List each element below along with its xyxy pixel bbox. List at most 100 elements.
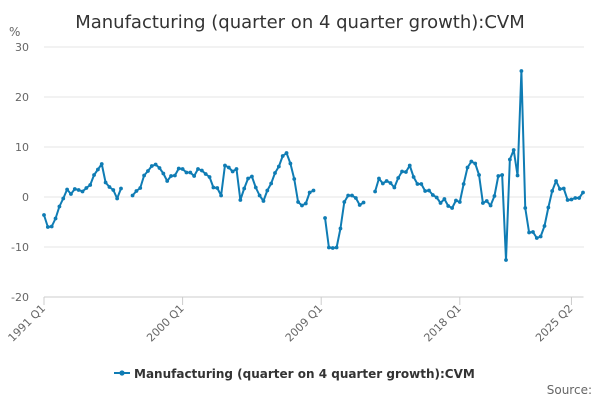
data-point[interactable]: [496, 174, 501, 178]
data-point[interactable]: [481, 201, 485, 205]
data-point[interactable]: [446, 204, 451, 208]
data-point[interactable]: [253, 185, 258, 190]
data-point[interactable]: [84, 186, 89, 190]
data-point[interactable]: [169, 174, 173, 178]
data-point[interactable]: [450, 206, 454, 210]
data-point[interactable]: [269, 181, 274, 186]
data-point[interactable]: [392, 185, 397, 190]
data-point[interactable]: [573, 196, 578, 200]
data-point[interactable]: [380, 181, 385, 186]
data-point[interactable]: [488, 203, 493, 208]
data-point[interactable]: [149, 164, 154, 168]
data-point[interactable]: [115, 196, 120, 201]
data-point[interactable]: [542, 224, 547, 228]
data-point[interactable]: [396, 176, 401, 180]
data-point[interactable]: [330, 246, 335, 250]
data-point[interactable]: [538, 234, 543, 239]
data-point[interactable]: [523, 206, 528, 210]
data-point[interactable]: [427, 188, 431, 193]
data-point[interactable]: [88, 183, 93, 187]
legend[interactable]: Manufacturing (quarter on 4 quarter grow…: [114, 367, 475, 381]
data-point[interactable]: [65, 187, 69, 192]
data-point[interactable]: [265, 188, 270, 193]
data-point[interactable]: [407, 163, 412, 168]
data-point[interactable]: [57, 204, 62, 209]
data-point[interactable]: [153, 162, 158, 167]
data-point[interactable]: [504, 258, 508, 262]
data-point[interactable]: [334, 245, 339, 250]
series-line[interactable]: [43, 70, 584, 261]
data-point[interactable]: [107, 185, 112, 189]
data-point[interactable]: [353, 196, 358, 200]
data-point[interactable]: [142, 173, 147, 178]
data-point[interactable]: [577, 196, 582, 200]
data-point[interactable]: [42, 213, 46, 217]
data-point[interactable]: [404, 170, 408, 174]
data-point[interactable]: [146, 169, 150, 173]
data-point[interactable]: [400, 169, 404, 174]
data-point[interactable]: [288, 161, 293, 166]
data-point[interactable]: [238, 198, 243, 202]
data-point[interactable]: [292, 177, 297, 181]
data-point[interactable]: [361, 200, 366, 205]
data-point[interactable]: [519, 69, 524, 73]
data-point[interactable]: [377, 176, 381, 181]
data-point[interactable]: [303, 201, 308, 206]
data-point[interactable]: [507, 157, 512, 162]
data-point[interactable]: [554, 179, 558, 183]
data-point[interactable]: [234, 167, 239, 171]
data-point[interactable]: [130, 193, 135, 198]
data-point[interactable]: [311, 188, 316, 193]
data-point[interactable]: [527, 230, 531, 235]
data-point[interactable]: [99, 162, 104, 166]
data-point[interactable]: [53, 216, 58, 221]
data-point[interactable]: [346, 193, 351, 198]
data-point[interactable]: [411, 175, 416, 179]
data-point[interactable]: [534, 236, 539, 240]
data-point[interactable]: [565, 198, 570, 202]
data-point[interactable]: [96, 167, 100, 172]
source-credit[interactable]: Source:: [547, 383, 592, 397]
data-point[interactable]: [438, 201, 443, 205]
data-point[interactable]: [80, 189, 85, 194]
data-point[interactable]: [561, 186, 566, 191]
data-point[interactable]: [242, 186, 247, 191]
data-point[interactable]: [296, 200, 300, 204]
data-point[interactable]: [342, 200, 347, 204]
data-point[interactable]: [280, 154, 285, 158]
data-point[interactable]: [173, 173, 177, 178]
data-point[interactable]: [350, 193, 354, 198]
data-point[interactable]: [223, 163, 227, 168]
data-point[interactable]: [307, 190, 312, 195]
data-point[interactable]: [207, 175, 212, 179]
data-point[interactable]: [199, 168, 204, 173]
data-point[interactable]: [211, 185, 216, 190]
data-point[interactable]: [581, 190, 585, 195]
data-point[interactable]: [257, 193, 262, 198]
data-point[interactable]: [219, 193, 224, 198]
data-point[interactable]: [192, 174, 197, 178]
data-point[interactable]: [76, 188, 81, 192]
data-point[interactable]: [246, 176, 250, 181]
data-point[interactable]: [531, 230, 535, 234]
data-point[interactable]: [215, 186, 220, 190]
data-point[interactable]: [388, 181, 393, 185]
data-point[interactable]: [500, 173, 505, 177]
data-point[interactable]: [550, 189, 555, 193]
data-point[interactable]: [188, 170, 193, 175]
data-point[interactable]: [134, 189, 139, 193]
data-point[interactable]: [457, 200, 462, 204]
data-point[interactable]: [492, 194, 497, 198]
data-point[interactable]: [226, 165, 231, 170]
data-point[interactable]: [161, 171, 166, 176]
data-point[interactable]: [138, 186, 143, 190]
data-point[interactable]: [203, 172, 208, 176]
data-point[interactable]: [45, 225, 50, 229]
data-point[interactable]: [72, 187, 77, 191]
data-point[interactable]: [384, 179, 389, 183]
data-point[interactable]: [111, 188, 116, 192]
data-point[interactable]: [250, 174, 254, 179]
data-point[interactable]: [92, 173, 96, 177]
data-point[interactable]: [461, 182, 466, 186]
data-point[interactable]: [357, 203, 362, 207]
